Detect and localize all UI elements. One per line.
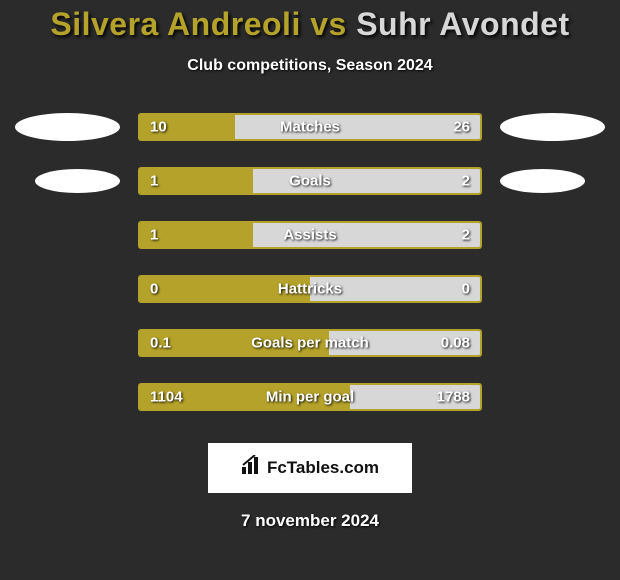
subtitle: Club competitions, Season 2024 [0, 57, 620, 75]
stat-bar: 0.1 Goals per match 0.08 [138, 329, 482, 357]
page-title: Silvera Andreoli vs Suhr Avondet [0, 6, 620, 43]
stat-row: 0 Hattricks 0 [0, 275, 620, 303]
stat-value-left: 1 [150, 227, 158, 244]
stat-value-right: 1788 [437, 389, 470, 406]
stat-bar: 10 Matches 26 [138, 113, 482, 141]
stat-row: 1104 Min per goal 1788 [0, 383, 620, 411]
player2-avatar [500, 113, 605, 141]
player1-avatar [15, 113, 120, 141]
player2-name: Suhr Avondet [356, 6, 569, 42]
stat-value-left: 1 [150, 173, 158, 190]
stat-label: Assists [283, 227, 336, 244]
stat-label: Goals [289, 173, 331, 190]
player1-avatar [35, 169, 120, 193]
stat-row: 1 Assists 2 [0, 221, 620, 249]
stat-label: Goals per match [251, 335, 369, 352]
bar-fill-right [235, 115, 480, 139]
bar-fill-right [253, 169, 480, 193]
stat-value-left: 1104 [150, 389, 183, 406]
stat-value-right: 0 [462, 281, 470, 298]
stat-value-right: 0.08 [441, 335, 470, 352]
stat-value-right: 2 [462, 173, 470, 190]
stat-label: Matches [280, 119, 340, 136]
stat-row: 10 Matches 26 [0, 113, 620, 141]
comparison-card: Silvera Andreoli vs Suhr Avondet Club co… [0, 0, 620, 531]
player2-avatar [500, 169, 585, 193]
stat-value-right: 2 [462, 227, 470, 244]
stat-bar: 1 Assists 2 [138, 221, 482, 249]
stat-value-left: 0 [150, 281, 158, 298]
stat-value-left: 0.1 [150, 335, 171, 352]
brand-badge[interactable]: FcTables.com [208, 443, 412, 493]
stat-bar: 0 Hattricks 0 [138, 275, 482, 303]
stat-label: Hattricks [278, 281, 342, 298]
brand-text: FcTables.com [267, 458, 379, 478]
stat-row: 0.1 Goals per match 0.08 [0, 329, 620, 357]
stat-label: Min per goal [266, 389, 354, 406]
stat-value-left: 10 [150, 119, 167, 136]
vs-text: vs [301, 6, 356, 42]
stat-bar: 1 Goals 2 [138, 167, 482, 195]
stat-bar: 1104 Min per goal 1788 [138, 383, 482, 411]
date-text: 7 november 2024 [0, 511, 620, 531]
bars-region: 10 Matches 26 1 Goals 2 1 Assists 2 0 Hattricks 0 0.… [0, 113, 620, 411]
stat-row: 1 Goals 2 [0, 167, 620, 195]
player1-name: Silvera Andreoli [50, 6, 300, 42]
chart-icon [241, 455, 263, 481]
stat-value-right: 26 [453, 119, 470, 136]
